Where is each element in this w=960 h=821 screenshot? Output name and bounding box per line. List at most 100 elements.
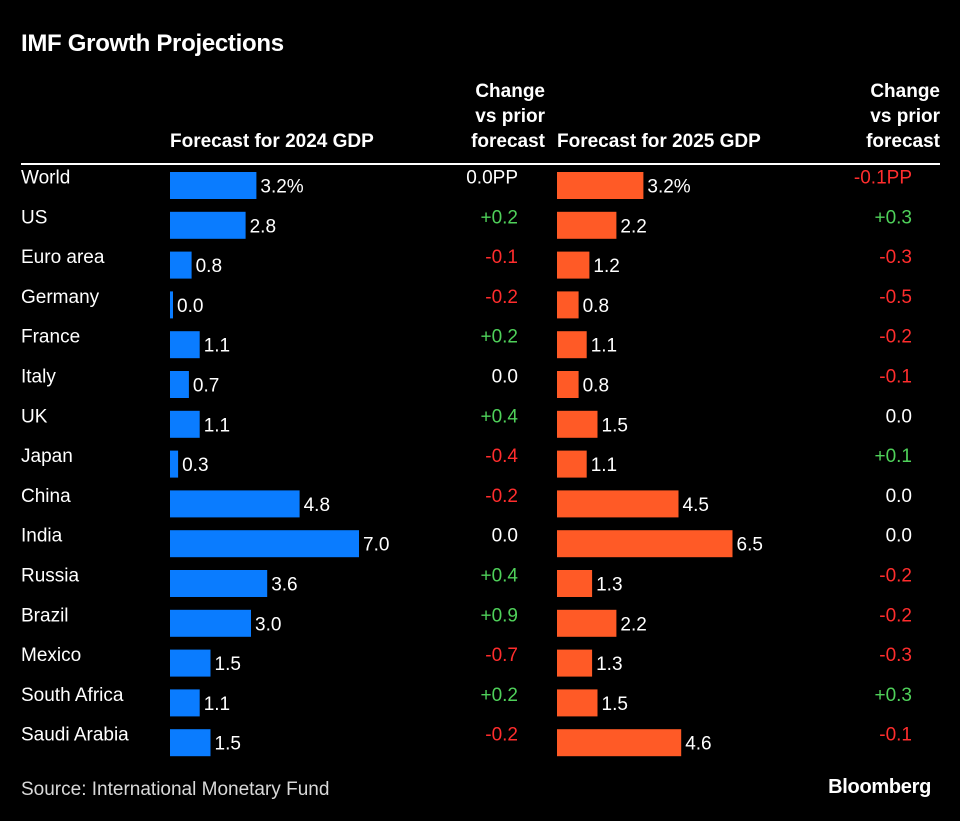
country-label-saudi-arabia: Saudi Arabia	[21, 725, 129, 746]
bar-2024-world	[170, 172, 257, 199]
country-label-mexico: Mexico	[21, 645, 81, 666]
bar-2025-india	[557, 530, 733, 558]
value-label-2025-mexico: 1.3	[596, 654, 622, 675]
bar-2025-euro-area	[557, 251, 590, 279]
country-label-us: US	[21, 207, 47, 228]
change-2024-euro-area: -0.1	[485, 247, 518, 268]
change-2025-south-africa: +0.3	[874, 685, 912, 706]
value-label-2024-mexico: 1.5	[215, 654, 241, 675]
bar-2025-germany	[557, 291, 579, 319]
change-2025-saudi-arabia: -0.1	[879, 725, 912, 746]
change-2025-us: +0.3	[874, 207, 912, 228]
bar-2024-saudi-arabia	[170, 729, 211, 757]
bar-2024-germany	[170, 291, 173, 319]
change-2025-germany: -0.5	[879, 287, 912, 308]
header-change-2025-line-1: Change	[870, 81, 940, 102]
bar-2025-us	[557, 211, 617, 239]
bar-2024-italy	[170, 371, 189, 398]
bar-2025-uk	[557, 410, 598, 438]
bar-2024-japan	[170, 450, 179, 478]
source-note: Source: International Monetary Fund	[21, 779, 330, 800]
value-label-2024-euro-area: 0.8	[196, 256, 222, 277]
value-label-2024-russia: 3.6	[271, 575, 297, 596]
country-label-china: China	[21, 486, 71, 507]
change-2024-india: 0.0	[492, 526, 518, 547]
value-label-2025-south-africa: 1.5	[602, 694, 628, 715]
header-forecast-2025: Forecast for 2025 GDP	[557, 131, 761, 152]
header-divider	[21, 163, 940, 165]
country-label-south-africa: South Africa	[21, 685, 124, 706]
change-2024-us: +0.2	[480, 207, 518, 228]
bar-2025-france	[557, 331, 587, 359]
country-label-russia: Russia	[21, 566, 80, 587]
bar-2024-china	[170, 490, 300, 518]
change-2025-uk: 0.0	[886, 406, 912, 427]
bar-2024-us	[170, 211, 246, 239]
value-label-2025-world: 3.2%	[647, 177, 690, 198]
change-2024-japan: -0.4	[485, 446, 518, 467]
value-label-2025-us: 2.2	[620, 216, 646, 237]
header-forecast-2024: Forecast for 2024 GDP	[170, 131, 374, 152]
value-label-2024-saudi-arabia: 1.5	[215, 734, 241, 755]
value-label-2025-india: 6.5	[737, 535, 763, 556]
change-2024-uk: +0.4	[480, 406, 518, 427]
change-2025-france: -0.2	[879, 327, 912, 348]
bar-2024-russia	[170, 570, 268, 597]
value-label-2025-italy: 0.8	[583, 376, 609, 397]
value-label-2024-india: 7.0	[363, 535, 389, 556]
bar-2025-mexico	[557, 649, 593, 677]
value-label-2025-china: 4.5	[683, 495, 709, 516]
value-label-2024-us: 2.8	[250, 216, 276, 237]
value-label-2025-saudi-arabia: 4.6	[685, 734, 711, 755]
change-2025-italy: -0.1	[879, 367, 912, 388]
header-change-2025-line-3: forecast	[866, 131, 940, 152]
bar-2024-mexico	[170, 649, 211, 677]
change-2024-world: 0.0PP	[466, 168, 518, 189]
change-2024-russia: +0.4	[480, 566, 518, 587]
header-change-2024-line-2: vs prior	[475, 106, 545, 127]
value-label-2024-france: 1.1	[204, 336, 230, 357]
bar-2025-japan	[557, 450, 587, 478]
value-label-2024-uk: 1.1	[204, 415, 230, 436]
bar-2024-india	[170, 530, 359, 558]
change-2025-world: -0.1PP	[854, 168, 912, 189]
change-2025-brazil: -0.2	[879, 605, 912, 626]
header-change-2025: Change vs prior forecast	[866, 79, 940, 154]
header-change-2024: Change vs prior forecast	[471, 79, 545, 154]
change-2025-russia: -0.2	[879, 566, 912, 587]
bar-2025-italy	[557, 371, 579, 398]
change-2024-saudi-arabia: -0.2	[485, 725, 518, 746]
value-label-2024-south-africa: 1.1	[204, 694, 230, 715]
bar-2025-china	[557, 490, 679, 518]
value-label-2024-italy: 0.7	[193, 376, 219, 397]
country-label-germany: Germany	[21, 287, 100, 308]
value-label-2024-brazil: 3.0	[255, 614, 281, 635]
change-2024-south-africa: +0.2	[480, 685, 518, 706]
value-label-2024-germany: 0.0	[177, 296, 203, 317]
bar-2025-saudi-arabia	[557, 729, 682, 757]
change-2024-mexico: -0.7	[485, 645, 518, 666]
value-label-2024-china: 4.8	[304, 495, 330, 516]
value-label-2025-uk: 1.5	[602, 415, 628, 436]
change-2024-france: +0.2	[480, 327, 518, 348]
country-label-euro-area: Euro area	[21, 247, 105, 268]
change-2025-mexico: -0.3	[879, 645, 912, 666]
bar-2025-world	[557, 172, 644, 199]
bar-2024-uk	[170, 410, 200, 438]
header-change-2024-line-3: forecast	[471, 131, 545, 152]
bar-2025-south-africa	[557, 689, 598, 717]
value-label-2024-japan: 0.3	[182, 455, 208, 476]
country-label-france: France	[21, 327, 80, 348]
change-2024-brazil: +0.9	[480, 605, 518, 626]
chart-title: IMF Growth Projections	[21, 30, 284, 57]
change-2024-italy: 0.0	[492, 367, 518, 388]
value-label-2025-russia: 1.3	[596, 575, 622, 596]
value-label-2025-france: 1.1	[591, 336, 617, 357]
country-label-italy: Italy	[21, 367, 56, 388]
bar-2024-france	[170, 331, 200, 359]
value-label-2025-germany: 0.8	[583, 296, 609, 317]
bar-2024-brazil	[170, 609, 251, 637]
bar-2024-south-africa	[170, 689, 200, 717]
value-label-2025-euro-area: 1.2	[593, 256, 619, 277]
header-change-2025-line-2: vs prior	[870, 106, 940, 127]
